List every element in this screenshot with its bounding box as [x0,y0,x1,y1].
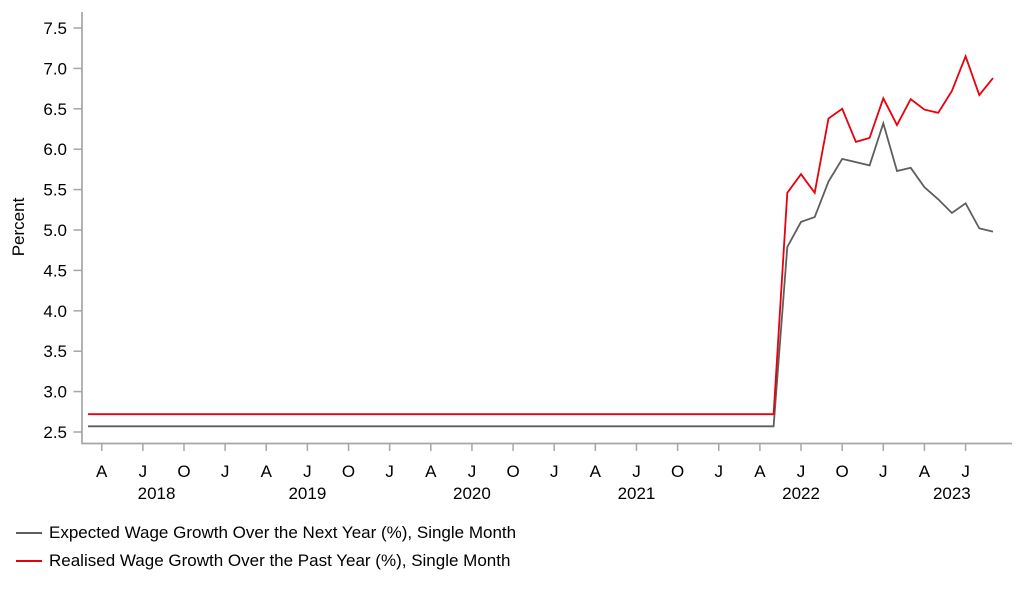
y-tick-label: 2.5 [43,423,67,442]
x-tick-label: A [754,462,766,481]
x-tick-label: A [590,462,602,481]
year-label: 2023 [933,484,971,503]
y-tick-label: 4.0 [43,302,67,321]
red-line-swatch-icon [16,560,42,562]
x-tick-label: J [632,462,641,481]
x-tick-label: J [879,462,888,481]
x-tick-label: A [261,462,273,481]
y-tick-label: 6.5 [43,100,67,119]
legend-label-realised: Realised Wage Growth Over the Past Year … [49,551,511,570]
legend-label-expected: Expected Wage Growth Over the Next Year … [49,523,517,542]
chart-generated: 2.5 3.0 3.5 4.0 4.5 5.0 5.5 6.0 6.5 7.0 7.5 A J O J A J O… [9,12,1012,503]
x-tick-label: J [221,462,230,481]
legend-item-realised: Realised Wage Growth Over the Past Year … [16,547,516,575]
year-label: 2022 [782,484,820,503]
x-tick-label: O [506,462,519,481]
series-line [88,120,994,428]
x-tick-label: A [425,462,437,481]
y-tick-label: 5.5 [43,181,67,200]
y-tick-label: 3.0 [43,383,67,402]
x-tick-label: J [139,462,148,481]
x-tick-label: J [303,462,312,481]
y-tick-label: 5.0 [43,221,67,240]
year-label: 2018 [138,484,176,503]
y-tick-label: 7.5 [43,19,67,38]
x-tick-label: A [919,462,931,481]
x-tick-label: O [177,462,190,481]
x-tick-label: J [550,462,559,481]
x-tick-label: J [715,462,724,481]
y-tick-label: 6.0 [43,140,67,159]
y-axis-title: Percent [9,197,28,256]
x-tick-label: O [671,462,684,481]
gray-line-swatch-icon [16,532,42,534]
chart-legend: Expected Wage Growth Over the Next Year … [16,519,516,575]
legend-item-expected: Expected Wage Growth Over the Next Year … [16,519,516,547]
year-label: 2019 [288,484,326,503]
series-line [88,53,994,416]
x-tick-label: A [96,462,108,481]
axes [81,12,1012,445]
y-tick-label: 7.0 [43,59,67,78]
year-label: 2021 [618,484,656,503]
x-tick-label: O [836,462,849,481]
chart-canvas: 2.5 3.0 3.5 4.0 4.5 5.0 5.5 6.0 6.5 7.0 7.5 A J O J A J O… [9,12,1012,503]
y-tick-label: 3.5 [43,342,67,361]
x-tick-label: J [385,462,394,481]
x-tick-label: O [342,462,355,481]
y-tick-label: 4.5 [43,261,67,280]
year-label: 2020 [453,484,491,503]
x-tick-label: J [961,462,970,481]
x-tick-label: J [468,462,477,481]
x-tick-label: J [797,462,806,481]
